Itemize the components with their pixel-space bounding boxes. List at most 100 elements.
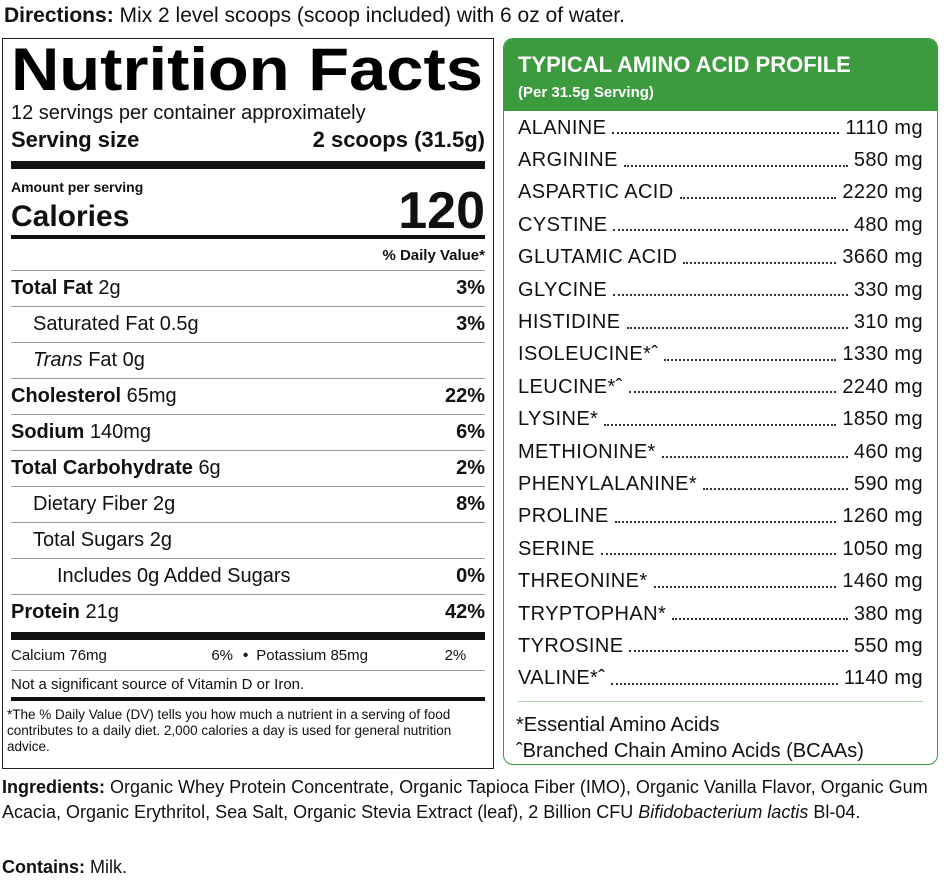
nutrient-row: Total Sugars 2g xyxy=(11,523,485,559)
serving-size-row: Serving size 2 scoops (31.5g) xyxy=(11,125,485,155)
nutrient-name: Protein xyxy=(11,601,80,623)
calories-row: Calories 120 xyxy=(11,182,485,240)
nutrient-name: Sodium xyxy=(11,421,85,443)
amino-name: GLYCINE xyxy=(518,278,608,301)
amino-subtitle: (Per 31.5g Serving) xyxy=(518,84,654,101)
nutrient-row: Total Fat 2g 3% xyxy=(11,271,485,307)
amino-row: HISTIDINE 310 mg xyxy=(504,306,937,338)
mineral-name: Potassium xyxy=(256,646,327,664)
leader xyxy=(623,164,848,167)
amino-amount: 460 mg xyxy=(853,440,923,463)
nutrient-amount: 2g xyxy=(98,277,121,299)
nf-title-box: Nutrition Facts xyxy=(11,40,483,100)
amino-notes: *Essential Amino Acids ˆBranched Chain A… xyxy=(504,712,937,764)
calories-label: Calories xyxy=(11,200,130,233)
ingredients-label: Ingredients: xyxy=(2,777,106,797)
ingredients-text: Organic Whey Protein Concentrate, Organi… xyxy=(2,777,928,822)
leader xyxy=(683,261,837,264)
leader xyxy=(613,229,848,232)
servings: 12 servings per container approximately xyxy=(11,102,366,124)
nutrient-dv: 0% xyxy=(456,565,485,587)
nutrient-name: Total Carbohydrate xyxy=(11,457,193,479)
amino-row: GLYCINE 330 mg xyxy=(504,274,937,306)
directions: Directions: Mix 2 level scoops (scoop in… xyxy=(4,4,625,28)
amino-row: ISOLEUCINE*ˆ 1330 mg xyxy=(504,339,937,371)
nutrient-row: Includes 0g Added Sugars 0% xyxy=(11,559,485,595)
contains: Contains: Milk. xyxy=(2,857,127,878)
amino-name: ASPARTIC ACID xyxy=(518,181,674,204)
amino-amount: 1460 mg xyxy=(842,570,923,593)
mineral: Potassium 85mg xyxy=(256,647,406,664)
nf-title: Nutrition Facts xyxy=(11,40,483,100)
thick-rule xyxy=(11,632,485,640)
nutrient-name: Fat xyxy=(88,349,118,371)
nutrient-dv: 3% xyxy=(456,277,485,299)
amino-row: TYROSINE 550 mg xyxy=(504,630,937,662)
nutrient-dv: 2% xyxy=(456,457,485,479)
amino-name: HISTIDINE xyxy=(518,311,621,334)
nutrient-name: Total Fat xyxy=(11,277,93,299)
leader xyxy=(626,326,848,329)
amino-row: SERINE 1050 mg xyxy=(504,533,937,565)
calories: 120 xyxy=(398,182,485,240)
nutrient-dv: 8% xyxy=(456,493,485,515)
leader xyxy=(604,423,837,426)
leader xyxy=(612,132,840,135)
mineral: Calcium 76mg xyxy=(11,647,141,664)
amino-name: CYSTINE xyxy=(518,213,608,236)
serving-size-label: Serving size xyxy=(11,127,140,152)
amino-header: TYPICAL AMINO ACID PROFILE (Per 31.5g Se… xyxy=(504,39,937,111)
amino-name: LYSINE* xyxy=(518,408,599,431)
leader xyxy=(614,520,837,523)
leader xyxy=(629,650,848,653)
serving-size: 2 scoops (31.5g) xyxy=(312,127,485,152)
amino-note: *Essential Amino Acids xyxy=(516,714,720,737)
nutrient-amount: 0g xyxy=(122,349,145,371)
leader xyxy=(653,585,837,588)
amino-amount: 1850 mg xyxy=(842,408,923,431)
nutrient-row: Protein 21g 42% xyxy=(11,595,485,630)
amino-amount: 480 mg xyxy=(853,213,923,236)
amino-row: TRYPTOPHAN* 380 mg xyxy=(504,598,937,630)
leader xyxy=(600,553,837,556)
amino-row: LEUCINE*ˆ 2240 mg xyxy=(504,371,937,403)
amino-amount: 2240 mg xyxy=(842,375,923,398)
nf-footnote: *The % Daily Value (DV) tells you how mu… xyxy=(7,707,452,754)
nutrient-name: Cholesterol xyxy=(11,385,122,407)
bullet: • xyxy=(243,646,249,664)
amino-name: TRYPTOPHAN* xyxy=(518,602,667,625)
amino-amount: 1140 mg xyxy=(843,667,923,690)
amino-amount: 2220 mg xyxy=(842,181,923,204)
nutrient-name: Includes 0g Added Sugars xyxy=(57,565,291,587)
leader xyxy=(672,618,848,621)
nutrient-row: Cholesterol 65mg 22% xyxy=(11,379,485,415)
amino-amount: 580 mg xyxy=(853,149,923,172)
mineral-dv: 2% xyxy=(444,646,467,664)
dv-header: % Daily Value* xyxy=(11,239,485,271)
amino-amount: 1050 mg xyxy=(842,537,923,560)
mineral-dv: 6% xyxy=(211,646,233,664)
amino-name: VALINE*ˆ xyxy=(518,667,606,690)
ingredients-end: Bl-04. xyxy=(813,802,861,822)
amino-row: LYSINE* 1850 mg xyxy=(504,404,937,436)
nutrient-amount: 6g xyxy=(198,457,221,479)
amino-row: PROLINE 1260 mg xyxy=(504,501,937,533)
amino-name: ARGININE xyxy=(518,149,618,172)
contains-text: Milk. xyxy=(90,857,128,877)
amino-amount: 330 mg xyxy=(853,278,923,301)
leader xyxy=(611,682,838,685)
nutrient-amount: 140mg xyxy=(89,421,152,443)
leader xyxy=(679,196,837,199)
thick-rule xyxy=(11,161,485,169)
amount-per-serving: Amount per serving xyxy=(11,179,144,195)
mineral-name: Calcium xyxy=(11,646,66,664)
amino-amount: 380 mg xyxy=(853,602,923,625)
amino-name: GLUTAMIC ACID xyxy=(518,246,678,269)
amino-amount: 310 mg xyxy=(853,311,923,334)
amino-name: ISOLEUCINE*ˆ xyxy=(518,343,659,366)
amino-name: TYROSINE xyxy=(518,634,624,657)
nutrient-amount: 2g xyxy=(153,493,176,515)
amino-row: ALANINE 1110 mg xyxy=(504,112,937,144)
nf-note: Not a significant source of Vitamin D or… xyxy=(11,671,485,701)
